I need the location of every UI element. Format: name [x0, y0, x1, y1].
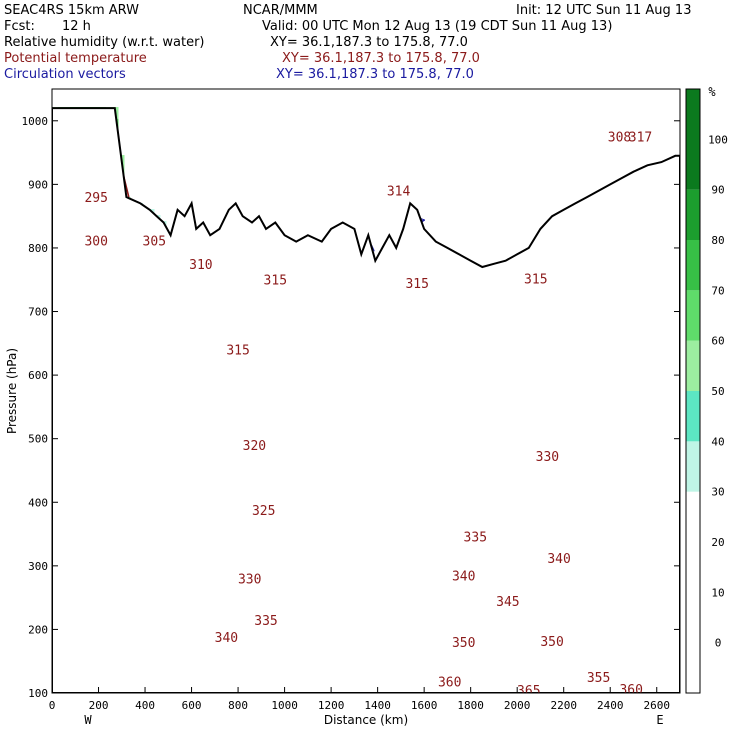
colorbar-tick-label: 20: [711, 536, 724, 549]
theta-label: 315: [226, 344, 249, 359]
y-tick-label: 400: [28, 496, 48, 509]
x-tick-label: 1400: [364, 699, 391, 712]
theta-label: 315: [524, 273, 547, 288]
y-axis-title: Pressure (hPa): [5, 348, 19, 434]
colorbar-tick-label: 80: [711, 234, 724, 247]
forecast-label: Fcst:: [4, 19, 35, 34]
theta-label: 340: [547, 552, 570, 567]
colorbar-swatch: [686, 189, 700, 240]
colorbar-swatch: [686, 89, 700, 190]
theta-label: 335: [464, 531, 487, 546]
x-tick-label: 0: [49, 699, 56, 712]
model-title: SEAC4RS 15km ARW: [4, 3, 139, 18]
org-label: NCAR/MMM: [243, 3, 318, 18]
theta-label: 315: [264, 274, 287, 289]
x-tick-label: 2400: [597, 699, 624, 712]
x-tick-label: 1000: [271, 699, 298, 712]
y-axis: 100 200 300 400 500 600 700 800 900 1000: [22, 115, 680, 700]
colorbar-tick-label: 0: [715, 637, 722, 650]
y-tick-label: 1000: [22, 115, 49, 128]
x-tick-label: 2000: [504, 699, 531, 712]
forecast-hour: 12 h: [62, 19, 91, 34]
colorbar-unit: %: [708, 85, 716, 99]
x-tick-label: 800: [228, 699, 248, 712]
y-tick-label: 100: [28, 687, 48, 700]
colorbar-tick-label: 30: [711, 486, 724, 499]
x-tick-label: 1200: [318, 699, 345, 712]
x-tick-label: 2200: [550, 699, 577, 712]
colorbar-swatch: [686, 491, 700, 693]
field-theta-name: Potential temperature: [4, 51, 147, 66]
field-rh-name: Relative humidity (w.r.t. water): [4, 35, 205, 50]
theta-label: 308: [608, 131, 631, 146]
init-time: Init: 12 UTC Sun 11 Aug 13: [516, 3, 691, 18]
theta-label: 305: [143, 234, 166, 249]
y-tick-label: 200: [28, 623, 48, 636]
colorbar: % 0 10 20 30 40 50 60 70 80 90 100: [685, 85, 728, 694]
plot-area: 340 335 330 325 320 315 315 310 305 300 295 365 360 3…: [5, 88, 681, 727]
field-theta-xy: XY= 36.1,187.3 to 175.8, 77.0: [282, 51, 480, 66]
theta-label: 365: [517, 684, 540, 699]
valid-time: Valid: 00 UTC Mon 12 Aug 13 (19 CDT Sun …: [262, 19, 612, 34]
x-tick-label: 1800: [457, 699, 484, 712]
colorbar-tick-label: 90: [711, 184, 724, 197]
terrain-profile: [52, 107, 680, 693]
colorbar-tick-label: 10: [711, 586, 724, 599]
colorbar-swatch: [686, 240, 700, 291]
theta-label: 330: [536, 450, 559, 465]
colorbar-tick-label: 100: [708, 133, 728, 146]
field-rh-xy: XY= 36.1,187.3 to 175.8, 77.0: [270, 35, 468, 50]
theta-label: 300: [84, 234, 107, 249]
terrain: [52, 107, 680, 693]
x-tick-label: 600: [182, 699, 202, 712]
theta-label: 345: [496, 595, 519, 610]
theta-label: 317: [629, 131, 652, 146]
theta-label: 310: [189, 258, 212, 273]
theta-label: 330: [238, 573, 261, 588]
theta-label: 320: [243, 439, 266, 454]
theta-label: 360: [438, 676, 461, 691]
colorbar-swatch: [686, 441, 700, 492]
y-tick-label: 500: [28, 433, 48, 446]
theta-label: 340: [215, 631, 238, 646]
y-tick-label: 600: [28, 369, 48, 382]
theta-label: 350: [540, 635, 563, 650]
theta-label: 314: [387, 185, 411, 200]
theta-label: 325: [252, 504, 275, 519]
field-vectors-name: Circulation vectors: [4, 67, 126, 82]
east-end-label: E: [656, 713, 663, 727]
colorbar-frame: [685, 88, 701, 694]
colorbar-tick-label: 60: [711, 335, 724, 348]
colorbar-swatch: [686, 340, 700, 391]
x-tick-label: 2600: [643, 699, 670, 712]
colorbar-tick-label: 50: [711, 385, 724, 398]
theta-label: 315: [405, 277, 428, 292]
colorbar-swatch: [686, 391, 700, 442]
x-tick-label: 200: [89, 699, 109, 712]
x-axis: 0 200 400 600 800 1000 1200 1400 1600 1800 2000 220…: [49, 687, 670, 712]
theta-label: 340: [452, 569, 475, 584]
theta-label: 295: [84, 191, 107, 206]
theta-label: 355: [587, 671, 610, 686]
colorbar-tick-label: 40: [711, 435, 724, 448]
y-tick-label: 900: [28, 178, 48, 191]
y-tick-label: 300: [28, 560, 48, 573]
colorbar-swatch: [686, 290, 700, 341]
field-vectors-xy: XY= 36.1,187.3 to 175.8, 77.0: [276, 67, 474, 82]
west-end-label: W: [84, 713, 92, 727]
theta-label: 350: [452, 636, 475, 651]
x-tick-label: 400: [135, 699, 155, 712]
x-tick-label: 1600: [411, 699, 438, 712]
plot-frame: [51, 88, 681, 694]
y-tick-label: 700: [28, 306, 48, 319]
colorbar-tick-label: 70: [711, 284, 724, 297]
x-axis-title: Distance (km): [324, 713, 408, 727]
theta-labels: 340 335 330 325 320 315 315 310 305 300 295 365 360 3…: [84, 131, 652, 699]
theta-label: 335: [254, 614, 277, 629]
theta-label: 360: [619, 683, 642, 698]
y-tick-label: 800: [28, 242, 48, 255]
